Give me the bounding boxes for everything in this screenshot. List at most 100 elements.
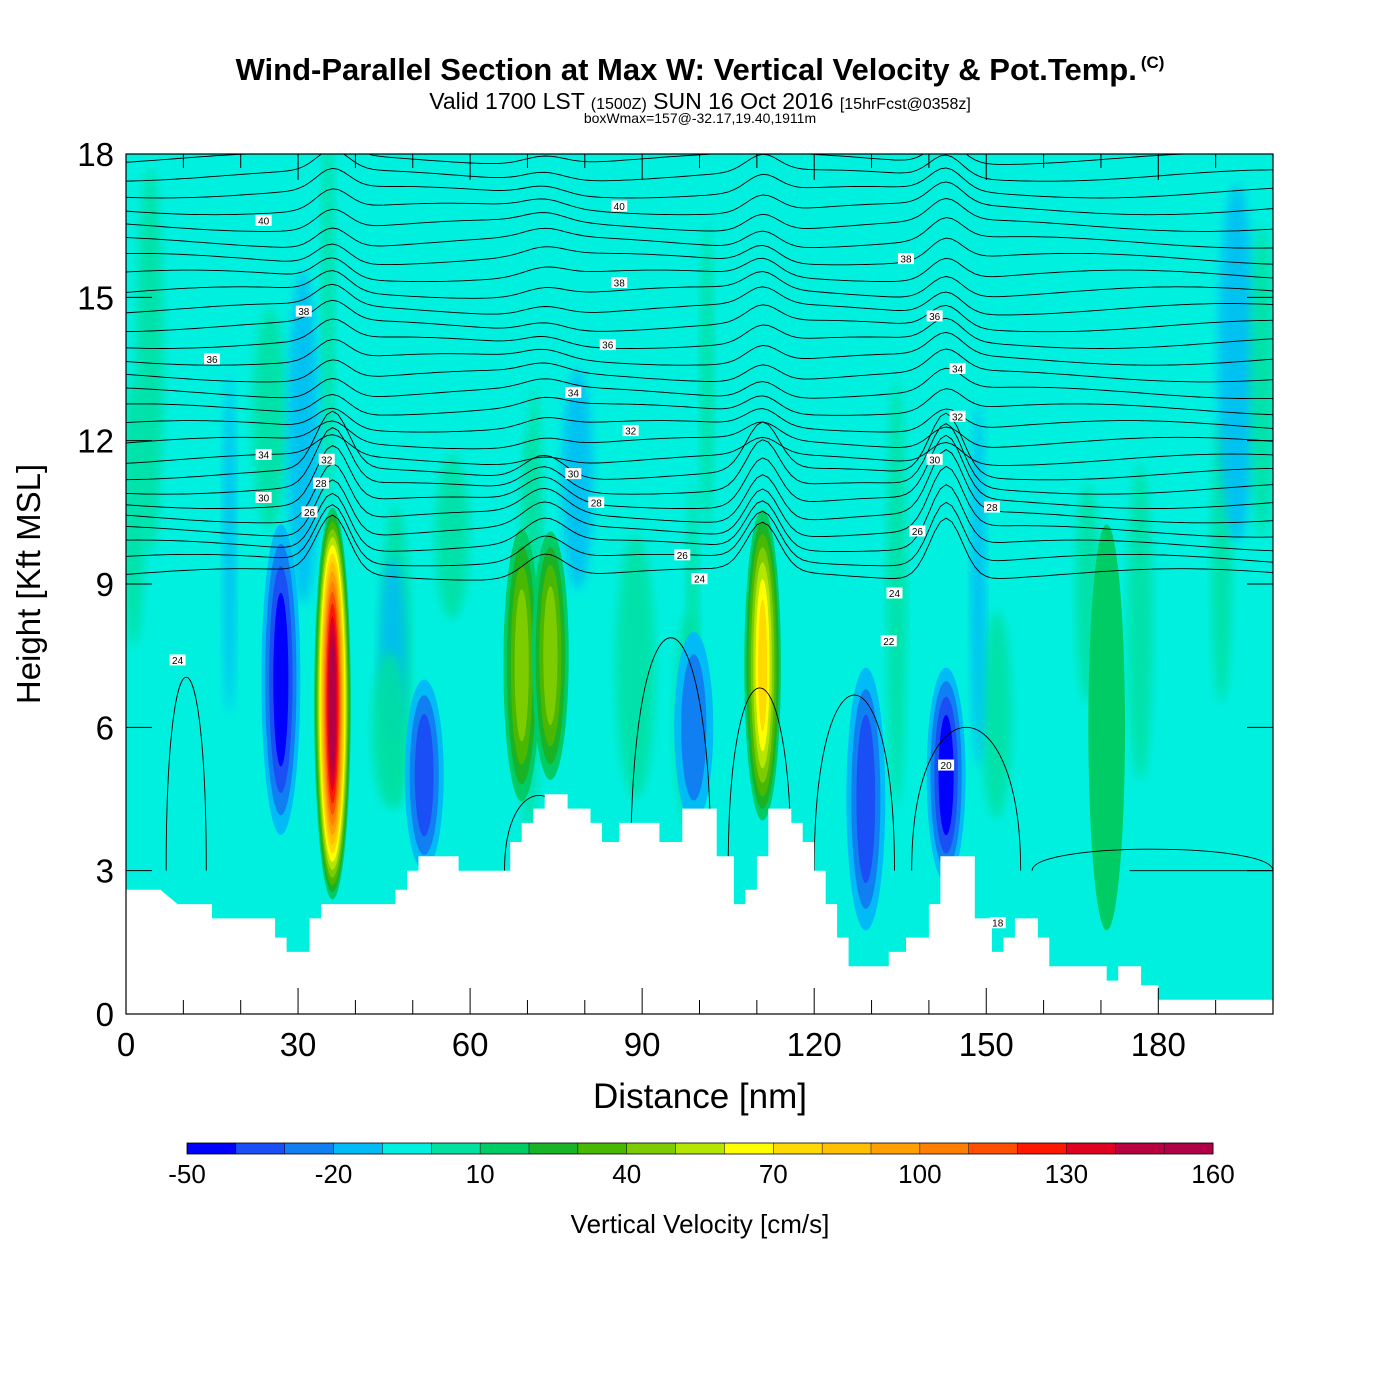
isentrope-line: [126, 217, 1273, 249]
colorbar-swatch: [968, 1143, 1019, 1154]
isentrope-line: [126, 501, 1273, 567]
contour-label: 34: [255, 449, 272, 462]
max-w-info: boxWmax=157@-32.17,19.40,1911m: [583, 110, 817, 126]
contour-label-text: 34: [952, 365, 964, 376]
contour-label-text: 28: [986, 503, 998, 514]
velocity-cells: [261, 507, 1126, 931]
contour-label: 34: [565, 386, 582, 399]
streak: [371, 652, 408, 807]
isentrope-line: [126, 348, 1273, 383]
downdraft-cell: [681, 654, 707, 801]
isentrope-line: [126, 465, 1273, 538]
colorbar-tick-label: 100: [898, 1159, 941, 1189]
updraft-cell: [543, 586, 558, 726]
colorbar-frame: [186, 1142, 1214, 1155]
colorbar-tick-label: 160: [1191, 1159, 1234, 1189]
contour-label-text: 34: [258, 451, 270, 462]
colorbar-tick-label: 40: [612, 1159, 641, 1189]
colorbar-swatch: [235, 1143, 286, 1154]
downdraft-cell: [856, 714, 876, 884]
contour-label-box: [565, 386, 582, 398]
isentrope-line: [126, 237, 1273, 266]
colorbar-swatch: [1164, 1143, 1214, 1154]
contour-label-box: [204, 353, 221, 365]
contour-label: 28: [983, 501, 1000, 514]
contour-label: 32: [622, 425, 639, 438]
isentrope-arch: [630, 637, 712, 871]
updraft-cell: [758, 599, 768, 732]
contour-label-box: [691, 573, 708, 585]
y-tick-label: 15: [77, 279, 114, 316]
contour-label-box: [949, 410, 966, 422]
colorbar-swatch: [333, 1143, 383, 1154]
contour-label-box: [301, 506, 318, 518]
contour-label: 28: [312, 477, 329, 490]
contour-label-box: [255, 492, 272, 503]
colorbar-swatch: [822, 1143, 872, 1154]
contour-label: 40: [611, 200, 628, 213]
colorbar-swatch: [919, 1143, 970, 1154]
contour-label-box: [295, 305, 312, 317]
colorbar: -50 -20 10 40 70 100 130 160: [168, 1142, 1235, 1189]
streak: [287, 271, 320, 604]
streak: [435, 454, 470, 620]
contour-label-text: 18: [992, 919, 1004, 930]
isentrope-arch: [727, 687, 792, 871]
colorbar-swatch: [577, 1143, 628, 1154]
chart-subtitle: Valid 1700 LST (1500Z) SUN 16 Oct 2016 […: [0, 88, 1400, 115]
contour-label-box: [611, 277, 628, 288]
y-tick-label: 6: [96, 709, 114, 746]
theta-contours: [126, 154, 1273, 872]
downdraft-cell: [938, 714, 954, 836]
colorbar-swatch: [382, 1143, 432, 1154]
contour-label-text: 36: [929, 312, 941, 323]
contour-label-box: [312, 477, 329, 489]
contour-label-text: 34: [568, 388, 580, 399]
x-tick-label: 90: [624, 1026, 661, 1063]
utc-time: (1500Z): [590, 96, 647, 113]
chart-title: Wind-Parallel Section at Max W: Vertical…: [0, 52, 1400, 88]
contour-label-text: 28: [591, 498, 603, 509]
contour-label-box: [926, 453, 943, 465]
isentrope-line: [126, 434, 1273, 509]
colorbar-tick-label: -20: [315, 1159, 353, 1189]
contour-label-text: 38: [298, 307, 310, 318]
contour-label-box: [588, 496, 605, 508]
downdraft-cell: [273, 592, 289, 767]
contour-label-box: [949, 363, 966, 374]
isentrope-line: [126, 317, 1273, 349]
isentrope-line: [126, 388, 1273, 416]
contour-label-text: 30: [568, 470, 580, 481]
contour-label-text: 24: [889, 589, 901, 600]
plot-area: 40 40 38 38 38 36 36 36 34 34 34 32 32 32 30 30 30 28 28 28…: [126, 154, 1273, 1014]
colorbar-swatch: [431, 1143, 481, 1154]
terrain: [126, 794, 1273, 1014]
contour-label: 28: [588, 496, 605, 509]
colorbar-swatch: [871, 1143, 921, 1154]
isentrope-line: [126, 331, 1273, 366]
contour-label: 18: [989, 917, 1006, 930]
contour-label: 30: [926, 453, 943, 466]
contour-label: 20: [938, 759, 955, 772]
contour-label-text: 24: [694, 575, 706, 586]
colorbar-swatch: [675, 1143, 725, 1154]
y-tick-label: 9: [96, 566, 114, 603]
y-tick-label: 12: [77, 423, 114, 460]
contour-label-box: [886, 587, 903, 599]
contour-label: 38: [295, 305, 312, 318]
contour-labels: 40 40 38 38 38 36 36 36 34 34 34 32 32 32 30 30 30 28 28 28…: [169, 200, 1006, 930]
contour-label: 34: [949, 363, 966, 376]
forecast-info: [15hrFcst@0358z]: [839, 96, 971, 113]
streak: [1217, 184, 1256, 542]
contour-label-text: 36: [206, 355, 218, 366]
contour-label-text: 28: [315, 479, 327, 490]
updraft-cell: [514, 589, 529, 742]
contour-label: 32: [318, 453, 335, 466]
contour-label-box: [674, 549, 691, 561]
valid-time: Valid 1700 LST: [429, 88, 585, 114]
contour-label-text: 32: [952, 412, 964, 423]
x-tick-label: 30: [280, 1026, 317, 1063]
colorbar-tick-label: -50: [168, 1159, 206, 1189]
contour-label: 36: [926, 310, 943, 323]
isentrope-line: [126, 167, 1273, 199]
